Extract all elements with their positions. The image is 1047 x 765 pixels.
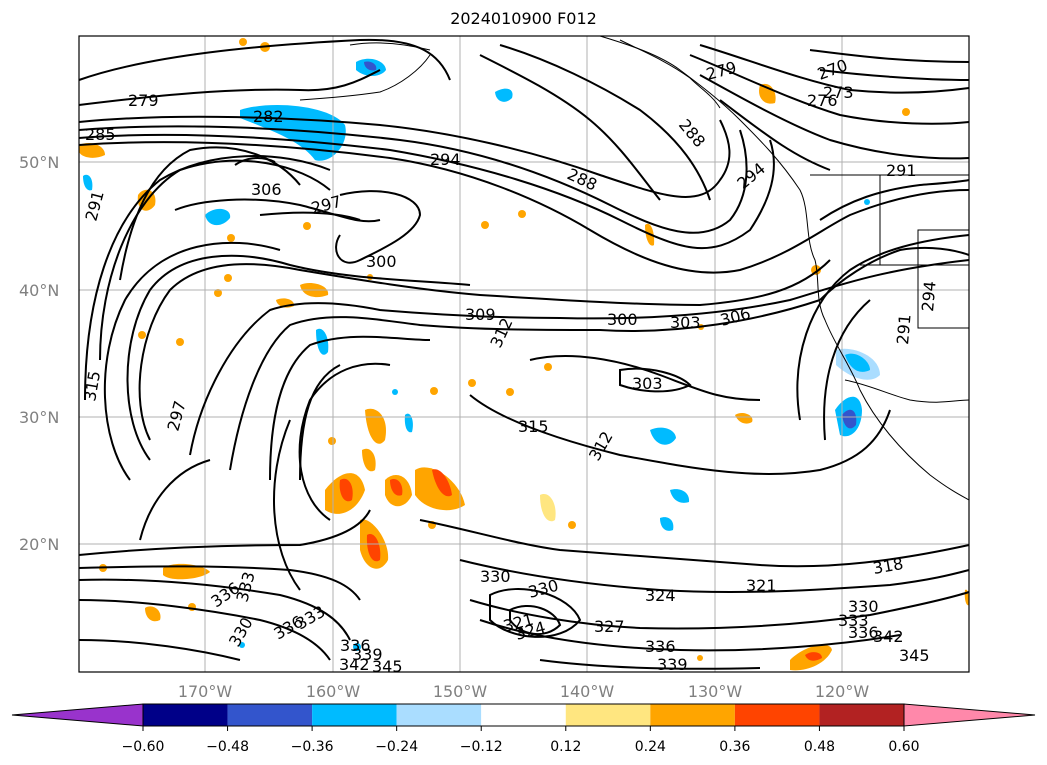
colorbar-tick-label: −0.48 <box>206 739 249 755</box>
contour-label: 327 <box>594 617 625 636</box>
contour-label: 342 <box>339 655 370 674</box>
lon-label: 140°W <box>560 682 615 701</box>
lon-label: 130°W <box>688 682 743 701</box>
contour-label: 285 <box>85 125 116 144</box>
longitude-labels: 170°W 160°W 150°W 140°W 130°W 120°W <box>178 682 870 701</box>
colorbar-tick-label: −0.12 <box>460 739 503 755</box>
colorbar-segment <box>819 704 904 726</box>
contour-label: 300 <box>607 310 638 329</box>
colorbar-segment <box>143 704 228 726</box>
contour-label: 279 <box>128 91 159 110</box>
contour-label: 273 <box>823 83 854 102</box>
lon-label: 120°W <box>815 682 870 701</box>
contour-label: 294 <box>918 280 940 312</box>
contour-label: 315 <box>518 417 549 436</box>
colorbar-segment <box>650 704 735 726</box>
colorbar-tick-label: 0.36 <box>719 739 750 755</box>
contour-label: 330 <box>480 567 511 586</box>
contour-label: 300 <box>366 252 397 271</box>
contour-label: 330 <box>848 597 879 616</box>
lat-label: 50°N <box>19 153 59 172</box>
contour-label: 309 <box>465 305 496 324</box>
contour-label: 336 <box>848 623 879 642</box>
contour-label: 324 <box>645 586 676 605</box>
contour-label: 282 <box>253 107 284 126</box>
lon-label: 170°W <box>178 682 233 701</box>
contour-label: 291 <box>886 161 917 180</box>
contour-label: 276 <box>807 91 838 110</box>
map-panel: 279 285 282 294 288 279 270 273 276 291 … <box>78 35 970 676</box>
colorbar-segment <box>565 704 651 726</box>
colorbar-tick-label: −0.60 <box>122 739 165 755</box>
colorbar-tick-label: −0.36 <box>291 739 334 755</box>
height-contours <box>78 38 970 670</box>
contour-label: 345 <box>372 657 403 676</box>
colorbar-segment <box>734 704 820 726</box>
colorbar-segment <box>312 704 397 726</box>
contour-label: 336 <box>340 636 371 655</box>
colorbar-tick-label: −0.24 <box>375 739 418 755</box>
lon-label: 160°W <box>306 682 361 701</box>
colorbar-tick-label: 0.60 <box>888 739 919 755</box>
colorbar-tick-label: 0.48 <box>804 739 835 755</box>
contour-label: 306 <box>251 180 282 199</box>
colorbar-extend-high <box>903 703 1036 727</box>
latitude-labels: 50°N 40°N 30°N 20°N <box>19 153 59 554</box>
colorbar-tick-label: 0.24 <box>635 739 666 755</box>
coastlines <box>299 35 970 501</box>
contour-label: 294 <box>430 150 461 169</box>
lon-label: 150°W <box>433 682 488 701</box>
contour-label: 345 <box>899 646 930 665</box>
contour-label: 303 <box>632 374 663 393</box>
lat-label: 20°N <box>19 535 59 554</box>
colorbar: −0.60 −0.48 −0.36 −0.24 −0.12 0.12 0.24 0.36 0.4… <box>11 703 1036 755</box>
colorbar-segment <box>481 704 566 726</box>
contour-label: 339 <box>352 645 383 664</box>
contour-label: 333 <box>838 611 869 630</box>
colorbar-segment <box>396 704 482 726</box>
contour-label: 303 <box>670 313 701 332</box>
lat-label: 40°N <box>19 281 59 300</box>
contour-label: 321 <box>746 576 777 595</box>
contour-label: 342 <box>873 627 904 646</box>
contour-label: 339 <box>657 655 688 674</box>
map-title: 2024010900 F012 <box>450 9 597 28</box>
contour-label: 291 <box>893 313 915 345</box>
colorbar-extend-low <box>11 703 144 727</box>
lat-label: 30°N <box>19 408 59 427</box>
colorbar-tick-label: 0.12 <box>550 739 581 755</box>
contour-label: 336 <box>645 637 676 656</box>
colorbar-segment <box>227 704 313 726</box>
colorbar-outline <box>142 703 905 727</box>
